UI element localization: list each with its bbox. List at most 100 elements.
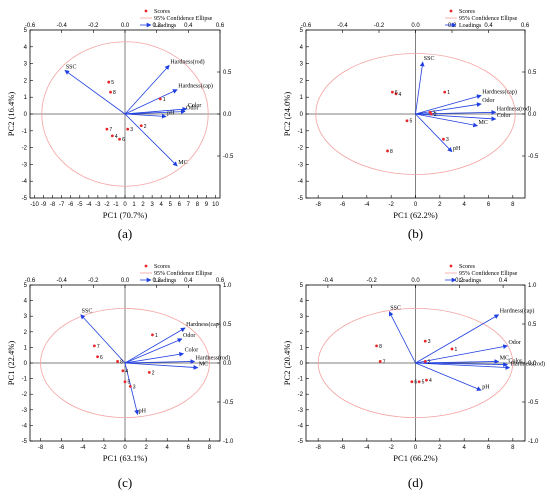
top-tick-label: -0.2 [367,278,378,284]
x-tick-label: -6 [59,445,65,451]
score-label: 2 [428,359,431,365]
score-point [442,137,445,141]
legend-scores-marker [144,264,148,268]
legend-ellipse-label: 95% Confidence Ellipse [459,15,518,22]
score-label: 3 [446,137,449,143]
right-tick-label: -0.5 [528,400,539,406]
y-tick-label: -5 [298,196,304,202]
loading-arrow [415,359,500,364]
score-point [405,119,409,123]
loading-label: Odor [482,98,494,104]
score-label: 8 [379,344,382,350]
y-tick-label: -3 [22,162,28,168]
x-tick-label: 8 [196,202,200,208]
score-point [116,360,120,363]
right-tick-label: 0.5 [223,70,232,76]
loading-arrow [124,351,185,364]
x-tick-label: -5 [77,202,83,208]
loading-label: Color [185,348,199,354]
y-tick-label: -5 [22,196,28,202]
loading-label: Color [188,103,202,109]
y-tick-label: 3 [300,314,304,320]
y-tick-label: -1 [22,377,28,383]
biplot-panel-1: -10 -9 -8 -7 -6 -5 -4 -3 -2 -1 0 1 2 3 4 5 6 7 8 9 10-5-4-3-… [6,9,234,241]
score-label: 4 [429,378,432,384]
loading-arrow [415,110,497,115]
x-tick-label: 4 [462,202,466,208]
y-tick-label: -1 [298,377,304,383]
x-tick-label: 6 [178,202,182,208]
y-tick-label: -2 [22,392,28,398]
score-label: 1 [163,97,166,103]
loading-label: Hardness(cap) [500,308,535,315]
top-tick-label: 0.0 [121,23,130,29]
loading-label: Odor [508,340,520,346]
x-tick-label: 4 [160,202,164,208]
score-point [105,127,109,131]
loading-label: SSC [82,309,93,315]
score-point [375,344,378,348]
x-tick-label: 8 [511,202,515,208]
y-tick-label: 5 [300,283,304,289]
loading-label: MC [500,355,509,361]
x-tick-label: -6 [68,202,74,208]
loading-arrow [124,327,186,364]
x-tick-label: -8 [315,445,321,451]
x-tick-label: 3 [150,202,154,208]
x-axis-title: PC1 (66.2%) [393,453,438,463]
right-tick-label: 1.0 [528,283,537,289]
top-tick-label: 0.6 [216,23,225,29]
x-tick-label: -2 [101,445,107,451]
score-label: 3 [130,127,133,133]
top-tick-label: 0.2 [152,278,161,284]
score-point [450,347,454,351]
top-tick-label: -0.4 [56,23,67,29]
loading-arrow [415,113,453,153]
score-point [428,110,432,114]
score-label: 8 [120,359,123,365]
loading-label: pH [453,146,461,152]
top-tick-label: 0.4 [499,278,508,284]
x-tick-label: -8 [315,202,321,208]
y-tick-label: -4 [22,423,28,429]
x-tick-label: -3 [95,202,101,208]
x-tick-label: -9 [41,202,47,208]
score-point [126,127,130,131]
y-tick-label: 5 [24,28,28,34]
top-tick-label: 0.4 [484,23,493,29]
x-tick-label: 5 [169,202,173,208]
legend-ellipse-label: 95% Confidence Ellipse [154,15,213,22]
x-tick-label: -4 [86,202,92,208]
score-point [123,380,127,384]
loading-arrow [124,113,167,119]
y-tick-label: -5 [22,439,28,445]
right-tick-label: -0.5 [528,154,539,160]
top-tick-label: 0.2 [152,23,161,29]
score-label: 8 [113,90,116,96]
score-point [443,90,447,94]
x-tick-label: 8 [208,445,212,451]
loading-arrow [415,113,497,122]
score-point [128,385,132,388]
y-tick-label: 0 [300,361,304,367]
legend-scores-label: Scores [154,264,171,270]
top-tick-label: 0.2 [448,23,457,29]
y-tick-label: -4 [22,179,28,185]
y-tick-label: 1 [24,345,28,351]
score-label: 5 [111,80,114,86]
top-tick-label: -0.2 [88,23,99,29]
y-axis-title: PC2 (20.4%) [282,341,292,386]
right-tick-label: -1.0 [223,439,234,445]
score-label: 1 [155,333,158,339]
score-label: 6 [395,90,398,96]
score-point [423,360,427,363]
x-tick-label: 2 [144,445,148,451]
y-tick-label: 4 [24,299,28,305]
loading-label: pH [139,408,147,414]
top-tick-label: -0.6 [25,278,36,284]
x-tick-label: -1 [113,202,119,208]
score-label: 6 [100,355,103,361]
loading-arrow [124,362,139,415]
